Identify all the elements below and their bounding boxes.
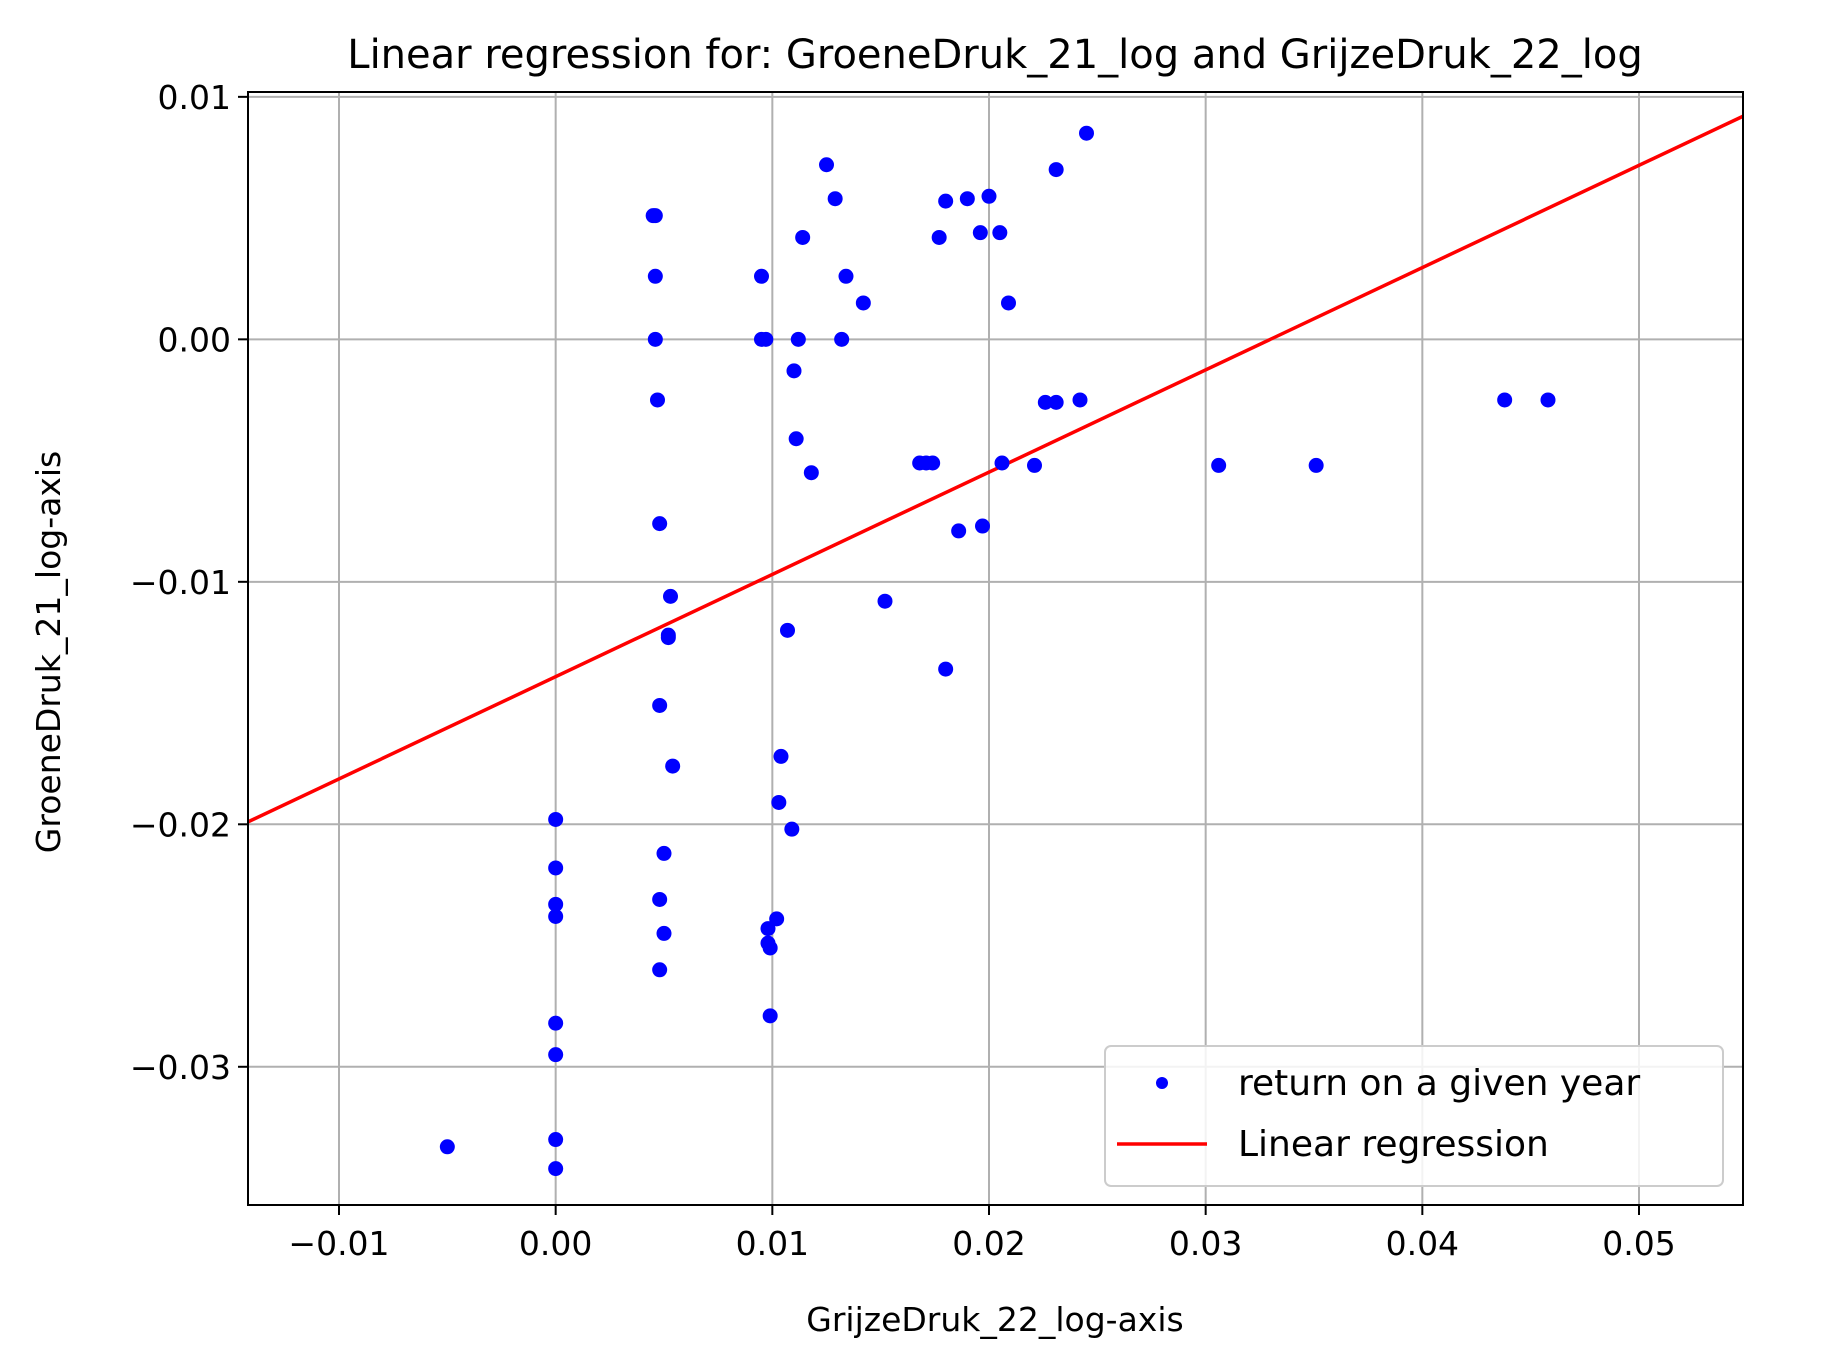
x-axis-label: GrijzeDruk_22_log-axis [806, 1300, 1183, 1339]
y-axis-label: GroeneDruk_21_log-axis [29, 451, 68, 853]
scatter-point [959, 191, 975, 207]
axis-ticks: −0.01 0.00 0.01 0.02 0.03 0.04 0.05 0.01 0.00 −0.… [130, 78, 1676, 1263]
scatter-point [795, 229, 811, 245]
y-tick-label: −0.03 [130, 1048, 231, 1087]
scatter-point [972, 225, 988, 241]
regression-line-layer [247, 114, 1744, 824]
scatter-point [656, 925, 672, 941]
scatter-point [855, 295, 871, 311]
x-tick-label: −0.01 [288, 1224, 389, 1263]
axes-frame [247, 91, 1744, 1206]
scatter-point [1308, 457, 1324, 473]
scatter-point [754, 268, 769, 284]
scatter-point [834, 331, 850, 347]
scatter-point [663, 588, 678, 604]
scatter-point [1001, 295, 1016, 311]
y-tick-label: −0.02 [130, 805, 231, 844]
scatter-point [790, 331, 806, 347]
scatter-point [769, 911, 785, 927]
scatter-point [788, 431, 804, 447]
scatter-point [652, 697, 668, 713]
scatter-point [548, 1132, 564, 1148]
scatter-point [1037, 394, 1053, 410]
scatter-point [548, 908, 564, 924]
scatter-point [548, 1015, 564, 1031]
scatter-point [786, 363, 802, 379]
scatter-point [1211, 457, 1227, 473]
scatter-point [994, 455, 1010, 471]
scatter-point [665, 758, 681, 774]
scatter-point [647, 268, 663, 284]
scatter-point [827, 191, 843, 207]
chart-title: Linear regression for: GroeneDruk_21_log… [347, 32, 1642, 78]
scatter-point [784, 821, 800, 837]
scatter-point [780, 622, 795, 638]
x-tick-label: 0.00 [519, 1224, 592, 1263]
scatter-point [992, 225, 1008, 241]
scatter-point [548, 1161, 564, 1177]
scatter-point [760, 921, 776, 937]
legend: return on a given year Linear regression [1104, 1045, 1724, 1187]
y-tick-label: 0.00 [158, 320, 231, 359]
scatter-point [773, 748, 789, 764]
scatter-point [656, 845, 672, 861]
scatter-point [838, 268, 854, 284]
scatter-point [548, 896, 564, 912]
scatter-point [548, 1047, 564, 1063]
scatter-point [803, 465, 819, 481]
scatter-point [650, 392, 665, 408]
grid-lines [248, 92, 1743, 1205]
scatter-points [439, 125, 1556, 1177]
scatter-point [758, 331, 774, 347]
x-tick-label: 0.01 [736, 1224, 809, 1263]
legend-line-label: Linear regression [1238, 1124, 1549, 1165]
scatter-point [771, 794, 787, 810]
x-tick-label: 0.03 [1169, 1224, 1242, 1263]
scatter-point [548, 811, 564, 827]
scatter-point [981, 188, 997, 204]
scatter-point [762, 940, 778, 956]
x-tick-label: 0.02 [952, 1224, 1025, 1263]
x-tick-label: 0.04 [1386, 1224, 1459, 1263]
scatter-point [1072, 392, 1088, 408]
scatter-point [652, 516, 668, 532]
scatter-point [951, 523, 967, 539]
scatter-point [877, 593, 893, 609]
x-tick-label: 0.05 [1602, 1224, 1675, 1263]
regression-line [247, 114, 1744, 824]
scatter-point [819, 157, 834, 173]
legend-scatter-marker [1156, 1077, 1168, 1089]
legend-scatter-label: return on a given year [1238, 1063, 1640, 1104]
scatter-point [925, 455, 941, 471]
scatter-point [652, 891, 668, 907]
scatter-point [1497, 392, 1513, 408]
scatter-point [652, 962, 668, 978]
scatter-point [548, 860, 564, 876]
scatter-point [1048, 162, 1064, 178]
scatter-point [975, 518, 990, 534]
scatter-point [931, 229, 947, 245]
scatter-point [660, 630, 676, 646]
scatter-point [647, 331, 663, 347]
y-tick-label: 0.01 [158, 78, 231, 117]
y-tick-label: −0.01 [130, 563, 231, 602]
scatter-point [439, 1139, 455, 1155]
scatter-point [647, 208, 663, 224]
scatter-point [762, 1008, 778, 1024]
scatter-point [1027, 457, 1042, 473]
scatter-point [938, 193, 954, 209]
scatter-point [1540, 392, 1556, 408]
scatter-point [938, 661, 954, 677]
legend-frame [1104, 1045, 1724, 1187]
scatter-point [1048, 394, 1064, 410]
scatter-point [1079, 125, 1094, 141]
